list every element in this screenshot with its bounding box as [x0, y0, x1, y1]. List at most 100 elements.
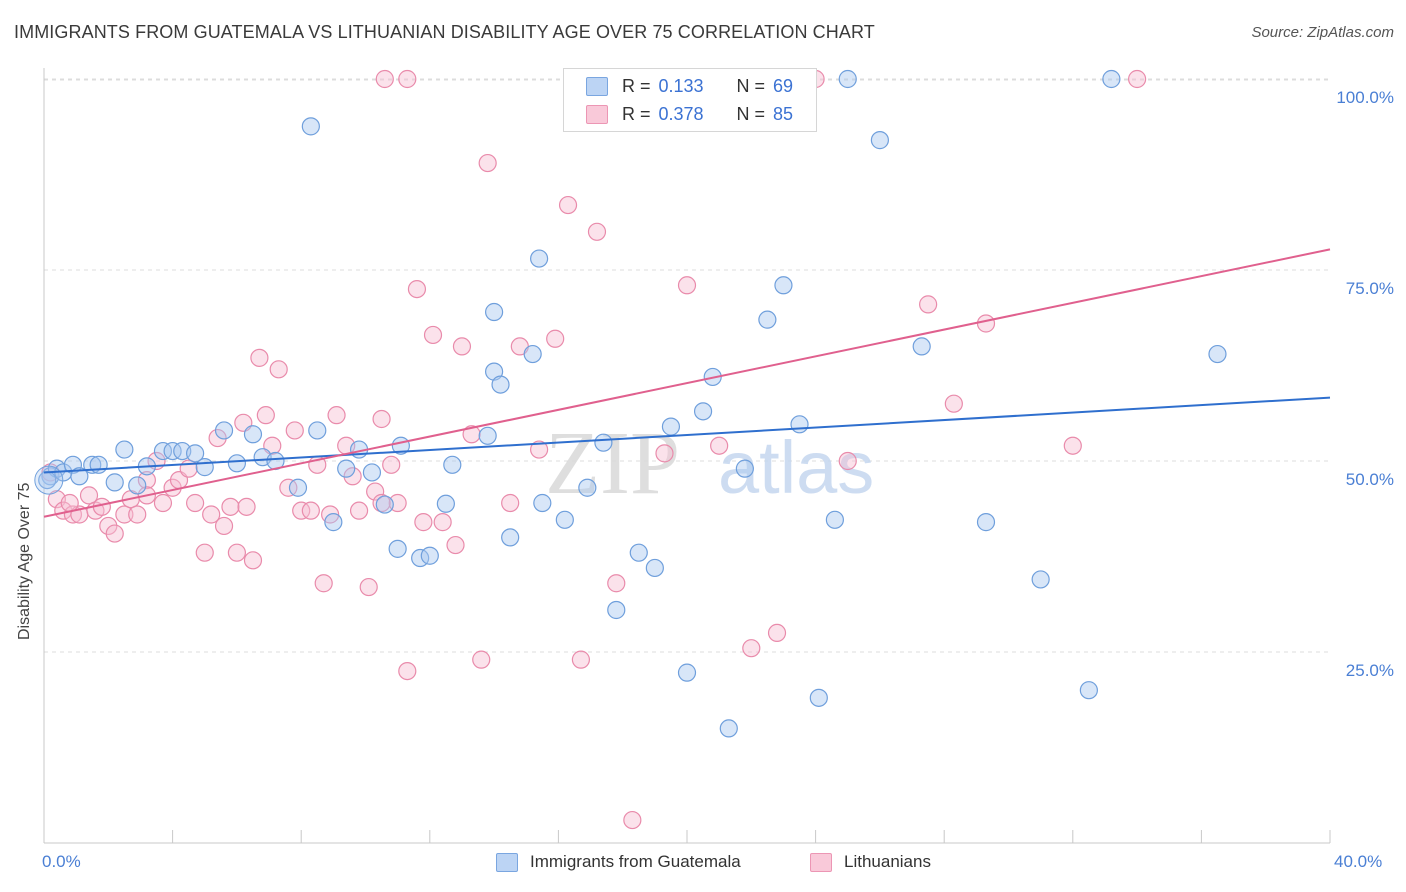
data-point: [186, 444, 205, 463]
data-point: [153, 493, 173, 513]
data-point: [1063, 436, 1082, 455]
x-tick-label: 0.0%: [42, 852, 81, 871]
data-point: [578, 478, 597, 497]
legend-n-label: N =: [736, 103, 766, 124]
data-point: [414, 513, 433, 532]
data-point: [227, 543, 246, 562]
data-point: [382, 455, 401, 474]
data-point: [838, 69, 857, 89]
data-point: [838, 451, 857, 471]
data-point: [327, 406, 346, 425]
data-point: [407, 280, 427, 299]
legend-row-guatemala: R = 0.133 N = 69: [586, 74, 793, 98]
data-point: [398, 661, 417, 681]
data-point: [735, 459, 754, 478]
data-point: [912, 337, 931, 356]
data-point: [870, 131, 890, 150]
data-point: [976, 513, 996, 532]
data-point: [607, 600, 626, 620]
data-point: [571, 650, 591, 669]
data-point: [89, 455, 108, 474]
y-tick-label: 50.0%: [1345, 470, 1394, 489]
data-point: [221, 497, 240, 516]
legend-row-lithuanians: R = 0.378 N = 85: [586, 102, 793, 126]
trend-line-lithuanians: [43, 248, 1331, 518]
data-point: [719, 719, 738, 738]
data-point: [919, 295, 938, 314]
gridlines: [44, 78, 1330, 653]
data-point: [63, 455, 83, 474]
data-point: [825, 510, 844, 529]
data-point: [1127, 69, 1147, 89]
stats-legend: R = 0.133 N = 69 R = 0.378 N = 85: [563, 68, 817, 132]
legend-item-lithuanians: Lithuanians: [810, 852, 931, 872]
axes: [43, 68, 1331, 844]
data-point: [398, 69, 417, 89]
data-point: [433, 513, 452, 532]
y-tick-label: 25.0%: [1345, 661, 1394, 680]
data-point: [767, 623, 787, 643]
data-point: [420, 546, 439, 565]
data-point: [115, 440, 134, 459]
data-point: [250, 348, 269, 367]
data-point: [208, 428, 227, 448]
data-point: [645, 558, 664, 578]
data-point: [587, 222, 607, 241]
data-point: [758, 310, 777, 329]
data-point: [423, 325, 443, 345]
data-point: [710, 436, 729, 455]
data-point: [343, 467, 362, 486]
data-point: [337, 459, 356, 478]
data-point: [594, 433, 613, 452]
legend-swatch-pink: [810, 852, 832, 872]
data-point: [546, 329, 565, 348]
data-point: [153, 441, 173, 461]
legend-swatch-blue: [586, 76, 608, 96]
data-point: [462, 425, 481, 444]
data-point: [128, 476, 147, 495]
data-point: [128, 505, 147, 524]
data-point: [105, 524, 124, 543]
data-point: [243, 425, 263, 444]
data-point: [558, 195, 578, 215]
data-point: [523, 344, 542, 364]
data-point: [237, 497, 256, 516]
data-point: [308, 421, 327, 440]
data-point: [388, 539, 407, 558]
y-tick-label: 100.0%: [1336, 88, 1394, 107]
data-point: [301, 117, 320, 136]
legend-r-label: R =: [622, 75, 651, 96]
data-point: [677, 276, 697, 295]
legend-n-label: N =: [736, 75, 766, 96]
legend-n-value: 85: [773, 103, 794, 124]
watermark: ZIP atlas: [545, 414, 874, 513]
data-point: [809, 688, 828, 707]
data-point: [366, 482, 385, 501]
data-point: [472, 650, 491, 669]
data-point: [655, 444, 674, 463]
data-point: [79, 486, 99, 505]
data-point: [60, 493, 79, 513]
legend-r-value: 0.378: [658, 103, 704, 124]
data-point: [742, 639, 761, 658]
data-point: [443, 455, 462, 474]
data-point: [324, 513, 343, 532]
data-point: [501, 493, 520, 513]
legend-label-lithuanians: Lithuanians: [844, 852, 931, 871]
y-axis-label: Disability Age Over 75: [16, 482, 33, 640]
data-point: [375, 495, 394, 514]
data-point: [491, 375, 510, 394]
data-point: [607, 574, 626, 593]
legend-item-guatemala: Immigrants from Guatemala: [496, 852, 741, 872]
data-point: [195, 458, 214, 477]
data-point: [790, 415, 809, 434]
data-point: [375, 69, 394, 89]
data-point: [70, 467, 89, 486]
series-lithuanians: [41, 69, 1147, 830]
data-point: [285, 421, 304, 440]
data-point: [99, 516, 118, 536]
data-point: [530, 440, 549, 459]
data-point: [137, 471, 156, 490]
data-point: [1208, 344, 1227, 364]
